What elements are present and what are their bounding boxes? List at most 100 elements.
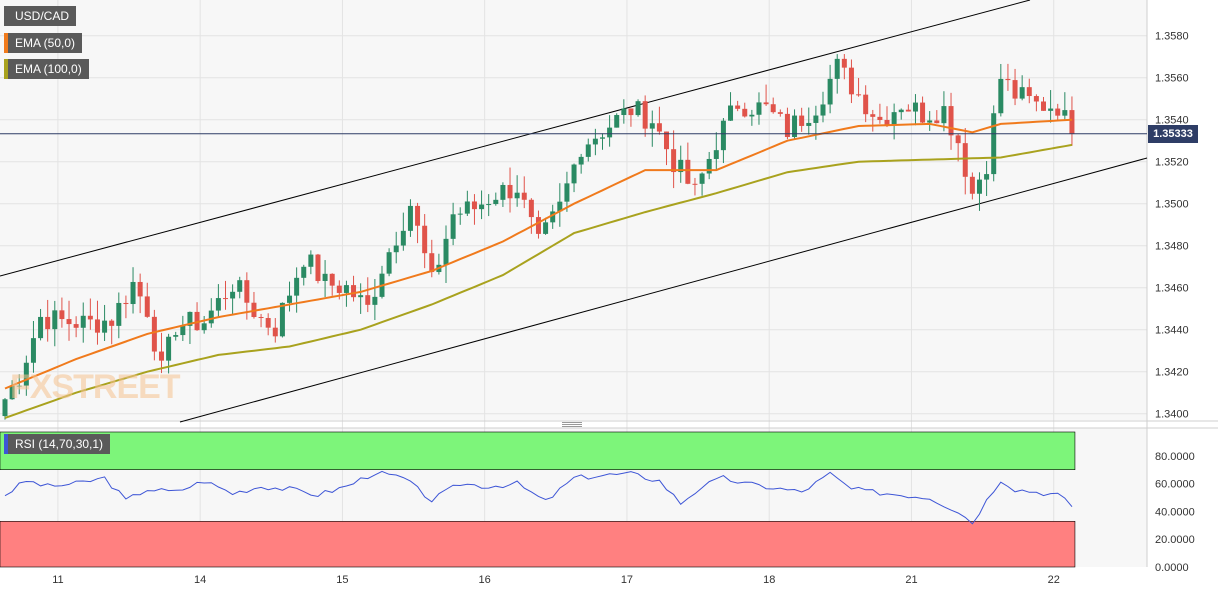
symbol-label: USD/CAD <box>15 9 70 23</box>
candle-body <box>806 122 812 126</box>
candle-body <box>464 201 470 214</box>
candle-body <box>912 102 918 112</box>
rsi-label: RSI (14,70,30,1) <box>15 437 104 451</box>
candle-body <box>969 176 975 194</box>
candle-body <box>230 291 236 299</box>
candle-body <box>934 120 940 124</box>
candle-body <box>884 119 890 126</box>
candle-body <box>784 113 790 138</box>
candle-body <box>891 112 897 126</box>
candle-body <box>749 114 755 117</box>
candle-body <box>877 116 883 120</box>
candle-body <box>301 266 307 278</box>
candle-body <box>102 320 108 333</box>
ema100-legend: EMA (100,0) <box>4 59 89 79</box>
x-tick-label: 15 <box>336 574 348 586</box>
candle-body <box>73 324 79 328</box>
candle-body <box>514 192 520 199</box>
candle-body <box>9 385 15 400</box>
candle-body <box>294 277 300 296</box>
candle-body <box>671 149 677 173</box>
candle-body <box>486 204 492 206</box>
candle-body <box>130 281 136 305</box>
x-tick-label: 21 <box>905 574 917 586</box>
candle-body <box>322 273 328 281</box>
candle-body <box>863 94 869 115</box>
candle-body <box>1005 78 1011 81</box>
rsi-overbought-zone <box>0 431 1076 471</box>
candle-body <box>500 184 506 200</box>
candle-body <box>1048 108 1054 111</box>
ema50-line <box>4 118 1073 390</box>
candle-body <box>756 102 762 115</box>
rsi-line <box>4 470 1073 525</box>
rsi-y-tick-label: 40.0000 <box>1155 506 1195 518</box>
candle-body <box>1062 110 1068 116</box>
x-tick-label: 16 <box>479 574 491 586</box>
candle-body <box>792 115 798 138</box>
candle-body <box>848 67 854 95</box>
rsi-y-tick-label: 20.0000 <box>1155 534 1195 546</box>
candle-body <box>158 351 164 361</box>
candle-body <box>991 113 997 175</box>
candle-body <box>422 225 428 254</box>
candle-body <box>151 316 157 352</box>
ema100-swatch <box>4 59 8 79</box>
candle-body <box>713 150 719 159</box>
candle-body <box>144 296 150 317</box>
x-tick-label: 11 <box>52 574 63 586</box>
rsi-legend: RSI (14,70,30,1) <box>4 434 111 454</box>
candle-body <box>941 106 947 124</box>
candle-body <box>457 213 463 215</box>
candle-body <box>543 222 549 234</box>
candle-body <box>585 144 591 157</box>
candle-body <box>827 78 833 105</box>
candle-body <box>208 310 214 324</box>
candle-body <box>116 302 122 326</box>
y-tick-label: 1.3520 <box>1155 157 1189 169</box>
ema50-label: EMA (50,0) <box>15 36 76 50</box>
x-tick-label: 17 <box>621 574 633 586</box>
rsi-y-tick-label: 0.0000 <box>1155 562 1189 574</box>
candle-body <box>287 295 293 303</box>
candle-body <box>898 109 904 113</box>
candle-body <box>429 253 435 273</box>
candle-body <box>180 325 186 336</box>
candle-body <box>80 315 86 328</box>
candle-body <box>1019 87 1025 99</box>
candle-body <box>265 318 271 328</box>
candle-body <box>706 158 712 174</box>
symbol-legend: USD/CAD <box>4 6 77 26</box>
candle-body <box>976 179 982 194</box>
y-tick-label: 1.3540 <box>1155 115 1189 127</box>
candle-body <box>962 143 968 177</box>
candle-body <box>564 183 570 202</box>
price-pane-background <box>0 0 1147 420</box>
candle-body <box>535 217 541 234</box>
candle-body <box>52 310 58 330</box>
candle-body <box>173 335 179 337</box>
y-tick-label: 1.3400 <box>1155 409 1189 421</box>
ema50-swatch <box>4 33 8 53</box>
candle-body <box>870 114 876 117</box>
candle-body <box>1069 110 1075 134</box>
candle-body <box>557 201 563 212</box>
y-tick-label: 1.3560 <box>1155 73 1189 85</box>
candle-body <box>87 315 93 320</box>
candle-body <box>123 302 129 305</box>
candle-body <box>735 105 741 109</box>
candle-body <box>621 108 627 116</box>
pane-splitter-handle[interactable] <box>562 422 582 428</box>
candle-body <box>194 311 200 331</box>
candle-body <box>187 311 193 326</box>
candle-body <box>628 108 634 116</box>
candle-body <box>1033 96 1039 102</box>
rsi-oversold-zone <box>0 520 1076 568</box>
candle-body <box>365 295 371 305</box>
candle-body <box>571 164 577 184</box>
ema100-label: EMA (100,0) <box>15 62 82 76</box>
candle-body <box>237 280 243 292</box>
candle-body <box>813 115 819 123</box>
candle-body <box>479 204 485 210</box>
